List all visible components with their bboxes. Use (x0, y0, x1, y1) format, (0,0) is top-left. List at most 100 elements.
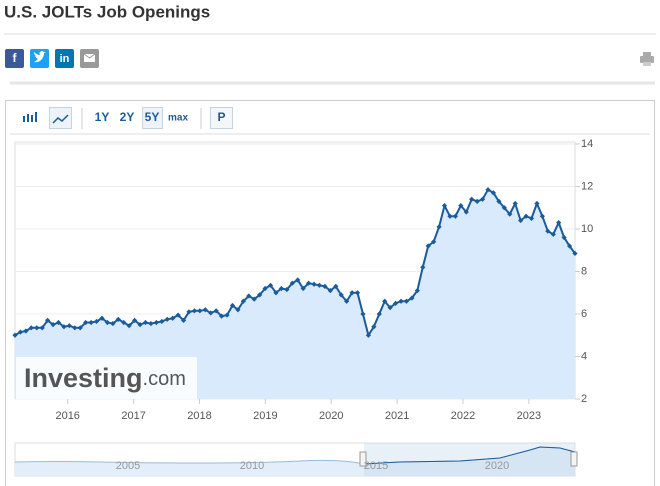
marker (469, 196, 475, 202)
marker (126, 323, 132, 329)
icon-part (35, 112, 37, 122)
p-button[interactable] (210, 107, 233, 129)
navigator-handle[interactable] (570, 451, 578, 467)
range-button[interactable]: 2Y (120, 110, 135, 124)
marker (28, 325, 34, 331)
range-buttons: 1Y 2Y 5Y max (95, 107, 188, 129)
marker (17, 329, 24, 335)
x-tick-label: 2021 (385, 410, 409, 422)
marker (305, 280, 312, 286)
marker (365, 332, 371, 338)
marker (273, 290, 279, 296)
marker (490, 190, 497, 196)
marker (371, 324, 377, 330)
x-tick-label: 2023 (517, 410, 541, 422)
print-button[interactable] (640, 52, 654, 66)
marker (153, 319, 159, 326)
marker (289, 280, 295, 286)
print-icon (643, 62, 651, 66)
range-button[interactable]: 5Y (145, 110, 160, 124)
marker (300, 285, 306, 292)
marker (104, 319, 111, 326)
icon-part (23, 116, 25, 122)
marker (338, 292, 344, 298)
y-tick-label: 4 (581, 350, 587, 362)
marker (191, 308, 198, 314)
navigator-line (14, 446, 576, 465)
x-tick-label: 2017 (121, 410, 145, 422)
marker (208, 310, 214, 316)
marker (311, 281, 317, 287)
x-tick-label: 2020 (319, 410, 343, 422)
marker (180, 317, 187, 323)
watermark-bg (16, 357, 197, 399)
chart-type-bar[interactable] (23, 112, 37, 122)
y-tick-label: 10 (581, 223, 593, 235)
watermark-text: Investing.com (24, 363, 186, 393)
navigator: 2005 2010 2015 2020 (14, 442, 578, 477)
y-tick-label: 2 (581, 393, 587, 405)
marker (224, 312, 230, 318)
x-tick-label: 2018 (187, 410, 211, 422)
x-tick-label: 2019 (253, 410, 277, 422)
page-title: U.S. JOLTs Job Openings (4, 2, 210, 21)
marker (507, 211, 513, 217)
y-tick-label: 12 (581, 180, 593, 192)
marker (83, 319, 89, 326)
marker (534, 200, 540, 207)
plot: 2 4 6 8 10 12 14 2016 2017 2018 2019 2020 2021 2022 20… (12, 138, 593, 422)
marker (23, 328, 29, 334)
x-tick-label: 2016 (55, 410, 79, 422)
navigator-label: 2010 (240, 460, 264, 472)
marker (539, 213, 545, 219)
marker (267, 282, 274, 288)
navigator-selection[interactable] (364, 443, 575, 476)
range-button[interactable]: 1Y (95, 110, 110, 124)
marker (235, 307, 241, 313)
marker (501, 205, 507, 211)
watermark-domain: .com (143, 368, 186, 390)
marker (458, 203, 464, 209)
marker (197, 308, 203, 314)
navigator-label: 2015 (364, 460, 388, 472)
marker (545, 228, 551, 234)
marker (246, 293, 252, 299)
y-tick-label: 6 (581, 308, 587, 320)
navigator-label: 2020 (485, 460, 509, 472)
marker (409, 295, 415, 301)
range-button-active[interactable] (142, 107, 163, 129)
marker (354, 290, 361, 296)
marker (556, 220, 562, 226)
marker (431, 239, 437, 245)
marker (66, 323, 72, 329)
linkedin-icon: in (60, 53, 70, 65)
marker (425, 243, 431, 249)
y-tick-label: 8 (581, 265, 587, 277)
marker (137, 322, 143, 328)
email-icon-flap (83, 53, 96, 59)
marker (403, 298, 410, 304)
marker (561, 234, 567, 241)
marker (518, 217, 524, 224)
marker (262, 285, 268, 292)
marker (186, 309, 192, 315)
linkedin-button[interactable] (55, 49, 74, 68)
navigator-handle[interactable] (359, 451, 367, 467)
icon-part (31, 115, 33, 122)
marker (316, 282, 323, 288)
marker (463, 209, 469, 215)
marker (142, 319, 149, 326)
range-button[interactable]: max (168, 113, 188, 124)
y-tick-label: 14 (581, 138, 593, 150)
marker (121, 319, 127, 326)
marker (251, 296, 257, 302)
navigator-labels: 2005 2010 2015 2020 (116, 460, 509, 472)
facebook-button[interactable] (5, 49, 24, 68)
marker (99, 315, 105, 321)
chart-type-line[interactable] (49, 107, 72, 129)
watermark: Investing.com (16, 357, 197, 399)
marker (512, 200, 518, 207)
marker (474, 198, 480, 204)
marker (349, 290, 355, 296)
